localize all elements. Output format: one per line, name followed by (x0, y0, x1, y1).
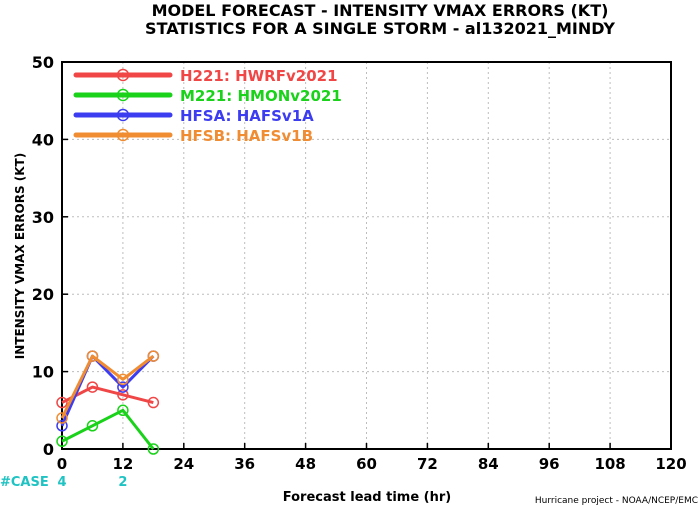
data-point-HMONv2021 (56, 435, 68, 448)
legend-marker-icon (116, 128, 130, 142)
x-tick-label: 12 (112, 455, 133, 473)
data-point-HAFSv1B (147, 350, 160, 362)
y-axis-label: INTENSITY VMAX ERRORS (KT) (13, 153, 27, 359)
chart-title-line1: MODEL FORECAST - INTENSITY VMAX ERRORS (… (152, 1, 609, 20)
series-line-HMONv2021 (61, 408, 155, 450)
x-tick-label: 60 (356, 455, 377, 473)
legend-item: M221: HMONv2021 (73, 87, 342, 105)
x-tick-label: 96 (539, 455, 560, 473)
x-tick-label: 108 (594, 455, 625, 473)
x-axis-label: Forecast lead time (hr) (283, 490, 451, 505)
chart-title-line2: STATISTICS FOR A SINGLE STORM - al132021… (145, 19, 615, 38)
case-count: 2 (118, 475, 127, 490)
legend-item: HFSB: HAFSv1B (73, 127, 313, 145)
data-point-HWRFv2021 (86, 381, 99, 393)
legend-label: HFSA: HAFSv1A (180, 107, 314, 125)
legend-item: HFSA: HAFSv1A (73, 107, 314, 125)
x-tick-label: 120 (655, 455, 686, 473)
data-point-HAFSv1A (117, 381, 129, 393)
legend-marker-icon (116, 68, 130, 82)
data-point-HWRFv2021 (147, 396, 160, 409)
y-tick-label: 10 (32, 363, 54, 382)
x-tick-label: 24 (173, 455, 194, 473)
data-point-HMONv2021 (86, 420, 99, 432)
x-tick-label: 36 (234, 455, 255, 473)
data-point-HAFSv1A (56, 420, 68, 432)
legend-label: HFSB: HAFSv1B (180, 127, 313, 145)
legend-item: H221: HWRFv2021 (73, 67, 338, 85)
data-point-HAFSv1B (86, 350, 99, 362)
y-tick-label: 20 (32, 285, 54, 304)
data-point-HAFSv1B (117, 373, 129, 386)
legend-marker-icon (116, 108, 130, 122)
series-line-HAFSv1A (60, 354, 155, 427)
credit-text: Hurricane project - NOAA/NCEP/EMC (535, 496, 698, 506)
legend-label: H221: HWRFv2021 (180, 67, 338, 85)
y-tick-label: 0 (43, 440, 54, 459)
series-HWRFv2021 (56, 381, 160, 409)
case-label: #CASE (0, 475, 49, 490)
data-point-HWRFv2021 (56, 396, 68, 409)
data-point-HWRFv2021 (117, 389, 129, 401)
legend: H221: HWRFv2021 M221: HMONv2021 HFSA: HAFS… (73, 67, 342, 145)
data-point-HAFSv1B (56, 412, 68, 424)
y-tick-label: 40 (32, 130, 54, 149)
y-tick-label: 30 (32, 208, 54, 227)
y-tick-label: 50 (32, 53, 54, 72)
series-line-HWRFv2021 (61, 385, 154, 405)
legend-label: M221: HMONv2021 (180, 87, 342, 105)
series-line-HAFSv1B (60, 354, 155, 419)
x-tick-label: 48 (295, 455, 316, 473)
data-point-HMONv2021 (147, 443, 160, 455)
series-HAFSv1B (56, 350, 160, 424)
x-tick-label: 84 (478, 455, 499, 473)
legend-marker-icon (116, 88, 130, 102)
series-HMONv2021 (56, 404, 160, 455)
case-count: 4 (57, 475, 66, 490)
data-point-HMONv2021 (117, 404, 129, 417)
grid (62, 62, 671, 449)
x-tick-label: 72 (417, 455, 438, 473)
plot-frame (61, 61, 672, 450)
x-tick-label: 0 (57, 455, 67, 473)
